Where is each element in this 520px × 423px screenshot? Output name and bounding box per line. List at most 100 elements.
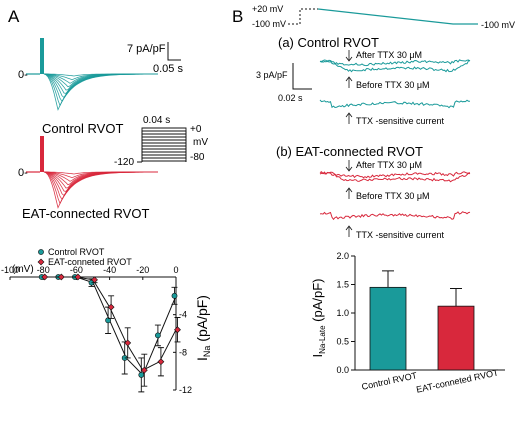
bar-error-eat	[450, 287, 462, 307]
iv-x-tick-label: -80	[37, 265, 50, 275]
eat-trace	[43, 171, 158, 205]
iv-line-control	[43, 276, 177, 376]
bar-x-tick-label: Control RVOT	[361, 370, 419, 392]
iv-y-tick-label: -8	[179, 347, 187, 357]
iv-x-tick-label: -20	[136, 265, 149, 275]
iv-xlabel: (mV)	[12, 264, 34, 275]
panel-b-label: B	[232, 7, 243, 26]
protocol-step	[141, 151, 187, 162]
protocol-step	[141, 148, 187, 162]
control-rvot-traces	[26, 38, 158, 111]
iv-point-eat	[91, 276, 98, 284]
iv-x-tick-labels: -100 -80 -60 -40 -20 0	[1, 265, 179, 275]
bar-marks	[369, 270, 475, 371]
bar-eat	[437, 305, 475, 371]
control-trace-family	[26, 38, 158, 111]
eat-rvot-traces	[26, 136, 158, 209]
protocol-steps	[137, 127, 187, 163]
time-scale-label: 0.05 s	[153, 63, 183, 75]
control-trace	[43, 73, 158, 111]
iv-axes	[9, 276, 177, 391]
iv-point-control	[138, 372, 145, 378]
control-capacitive-artifact	[40, 38, 44, 74]
iv-y-tick-labels: -4 -8 -12	[179, 310, 192, 395]
eat-capacitive-artifact	[40, 136, 44, 172]
iv-x-tick-label: -60	[70, 265, 83, 275]
b-current-scale: 3 pA/pF	[256, 70, 288, 80]
protocol-step	[141, 130, 187, 162]
eat-rvot-caption: EAT-connected RVOT	[22, 206, 149, 221]
control-zero-label: 0-	[18, 69, 28, 81]
bar-y-tick-label: 1.5	[336, 280, 349, 290]
scale-bar-b: 3 pA/pF 0.02 s	[256, 63, 312, 103]
panel-a-label: A	[8, 7, 20, 26]
protocol-a: 0.04 s +0 mV -80 -120	[114, 115, 208, 168]
b-time-scale: 0.02 s	[278, 93, 303, 103]
control-trace	[43, 73, 158, 98]
eat-after-label: After TTX 30 μM	[356, 160, 422, 170]
control-after-label: After TTX 30 μM	[356, 50, 422, 60]
protocol-step	[141, 127, 187, 162]
iv-point-control	[105, 317, 111, 324]
control-trace	[43, 73, 158, 107]
bar-y-tick-labels: 0.0 0.5 1.0 1.5 2.0	[336, 251, 349, 375]
control-before-label: Before TTX 30 μM	[356, 80, 430, 90]
protocol-b-hold: -100 mV	[252, 19, 286, 29]
control-late-traces	[319, 59, 471, 109]
iv-y-tick-label: -12	[179, 385, 192, 395]
protocol-step	[141, 160, 187, 162]
legend-label: EAT-conneted RVOT	[48, 257, 132, 267]
iv-line-eat	[43, 276, 177, 371]
protocol-unit: mV	[193, 137, 208, 148]
control-title: (a) Control RVOT	[278, 35, 379, 50]
iv-y-tick-label: -4	[179, 310, 187, 320]
legend-marker-eat	[37, 258, 45, 266]
iv-point-eat	[57, 273, 65, 281]
scale-bar-a: 7 pA/pF 0.05 s	[127, 42, 183, 75]
legend-marker-control	[38, 249, 44, 255]
iv-point-eat	[41, 273, 49, 281]
protocol-duration: 0.04 s	[143, 115, 170, 126]
bar-y-tick-label: 2.0	[336, 251, 349, 261]
iv-point-eat	[140, 366, 148, 374]
eat-ttx-label: TTX -sensitive current	[356, 230, 445, 240]
protocol-step	[141, 145, 187, 162]
eat-title: (b) EAT-connected RVOT	[276, 144, 423, 159]
protocol-b: +20 mV -100 mV -100 mV	[252, 4, 515, 30]
bar-y-tick-label: 1.0	[336, 308, 349, 318]
bar-error-control	[382, 270, 394, 288]
iv-point-eat	[174, 326, 181, 334]
iv-series	[38, 273, 181, 393]
iv-series-eat	[41, 273, 181, 387]
eat-zero-label: 0-	[18, 167, 28, 179]
protocol-bottom: -80	[190, 152, 205, 163]
iv-point-eat	[157, 358, 165, 366]
iv-ylabel: INa (pA/pF)	[194, 295, 212, 361]
bar-y-tick-label: 0.5	[336, 337, 349, 347]
late-current-bar-chart: 0.0 0.5 1.0 1.5 2.0 Control RVOTEAT-conneted…	[310, 251, 505, 395]
iv-x-tick-label: -40	[103, 265, 116, 275]
bar-ylabel: INa-Late (pA/pF)	[310, 278, 327, 357]
bar-control	[369, 286, 407, 371]
bar-y-tick-label: 0.0	[336, 365, 349, 375]
protocol-hold: -120	[114, 157, 134, 168]
eat-before-label: Before TTX 30 μM	[356, 191, 430, 201]
iv-point-eat	[124, 339, 132, 347]
iv-x-tick-label: 0	[173, 265, 178, 275]
iv-point-control	[171, 292, 178, 299]
protocol-b-top: +20 mV	[252, 4, 283, 14]
control-ttx-label: TTX -sensitive current	[356, 116, 445, 126]
iv-series-control	[38, 274, 178, 393]
current-scale-label: 7 pA/pF	[127, 43, 166, 55]
control-rvot-caption: Control RVOT	[42, 121, 123, 136]
iv-curve-chart: (mV) -100 -80 -60 -40 -20 0 -4 -8 -12 Control R…	[1, 247, 212, 395]
control-annotations: After TTX 30 μM Before TTX 30 μM TTX -se…	[345, 50, 445, 126]
iv-x-tick-label: -100	[1, 265, 19, 275]
protocol-step	[141, 157, 187, 162]
iv-point-eat	[107, 303, 115, 311]
eat-trace	[43, 171, 158, 196]
iv-point-eat	[74, 273, 82, 281]
